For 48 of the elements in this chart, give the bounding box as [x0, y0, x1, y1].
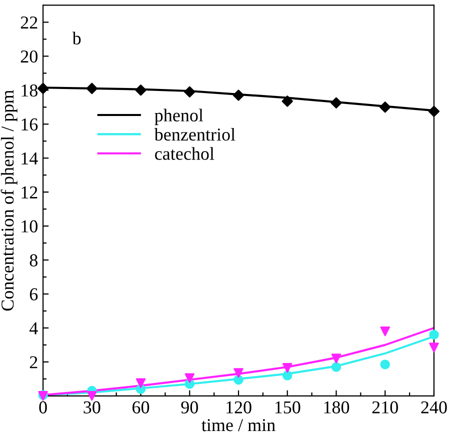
y-tick-label: 8: [30, 254, 38, 266]
point: [428, 106, 440, 117]
point: [380, 102, 391, 113]
point: [331, 362, 342, 372]
annotation: b: [72, 32, 81, 44]
point: [184, 86, 196, 98]
point: [136, 378, 146, 388]
legend-label: catechol: [155, 147, 214, 160]
y-tick-label: 6: [30, 288, 38, 300]
x-tick-label: 120: [226, 401, 252, 414]
x-tick-label: 180: [324, 401, 350, 414]
point: [429, 330, 439, 340]
y-tick-label: 14: [22, 152, 38, 164]
point: [380, 360, 390, 370]
point: [282, 370, 292, 380]
x-tick-label: 0: [39, 401, 47, 414]
x-axis-title: time / min: [202, 419, 276, 432]
point: [234, 368, 244, 378]
x-tick-label: 150: [275, 401, 300, 414]
y-axis-title: Concentration of phenol / ppm: [0, 90, 18, 311]
point: [87, 391, 97, 401]
point: [184, 373, 194, 383]
point: [234, 374, 244, 385]
y-tick-label: 2: [30, 356, 38, 368]
point: [282, 363, 292, 373]
y-tick-label: 18: [22, 84, 38, 97]
point: [429, 342, 439, 352]
point: [232, 90, 244, 101]
x-tick-label: 90: [181, 401, 198, 414]
y-tick-label: 20: [20, 50, 38, 63]
point: [86, 82, 98, 94]
y-tick-label: 22: [20, 16, 38, 28]
y-tick-label: 10: [22, 220, 38, 232]
point: [380, 326, 390, 336]
x-tick-label: 210: [372, 401, 398, 414]
x-tick-label: 240: [421, 401, 447, 414]
point: [330, 97, 342, 108]
x-tick-label: 30: [84, 401, 100, 414]
y-tick-label: 4: [30, 322, 38, 334]
point: [282, 96, 293, 107]
point: [135, 84, 146, 96]
legend-label: benzentriol: [154, 128, 236, 141]
y-tick-label: 12: [22, 186, 38, 198]
point: [37, 82, 49, 94]
y-tick-label: 16: [22, 118, 38, 131]
x-tick-label: 60: [132, 401, 150, 414]
legend-label: phenol: [154, 108, 204, 126]
point: [331, 354, 342, 364]
